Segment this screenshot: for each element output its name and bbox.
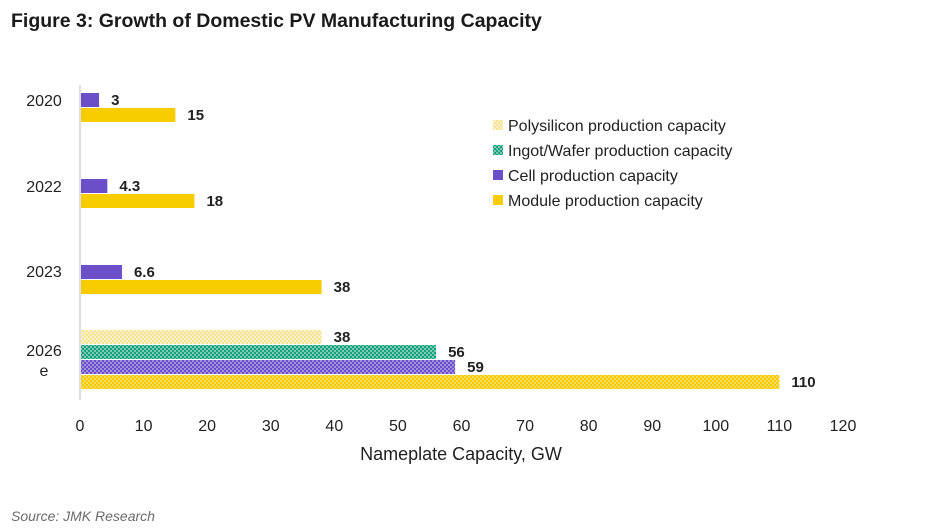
y-category-label: 2022 — [26, 179, 62, 196]
legend: Polysilicon production capacity Ingot/Waf… — [493, 118, 732, 210]
x-tick-label: 110 — [767, 418, 793, 435]
bar-cell-2023 — [81, 265, 122, 279]
x-axis-title: Nameplate Capacity, GW — [360, 444, 562, 464]
legend-label-cell: Cell production capacity — [508, 168, 678, 185]
x-tick-label: 20 — [198, 418, 216, 435]
data-label-cell-2026e: 59 — [467, 359, 484, 376]
chart-title: Figure 3: Growth of Domestic PV Manufact… — [11, 10, 542, 32]
data-label-cell-2022: 4.3 — [119, 178, 140, 195]
bar-module-2020 — [81, 108, 176, 122]
bar-module-2022 — [81, 194, 195, 208]
data-label-module-2026e: 110 — [791, 374, 815, 391]
y-category-label: 2020 — [26, 93, 62, 110]
data-label-ingot-2026e: 56 — [448, 344, 465, 361]
bar-polysilicon-2026e — [81, 330, 322, 344]
bar-cell-2022 — [81, 179, 108, 193]
data-label-module-2022: 18 — [206, 193, 223, 210]
bar-cell-2020 — [81, 93, 100, 107]
bar-ingot-2026e — [81, 345, 437, 359]
x-tick-label: 0 — [76, 418, 85, 435]
x-tick-label: 40 — [325, 418, 343, 435]
data-label-cell-2023: 6.6 — [134, 264, 155, 281]
x-tick-label: 120 — [830, 418, 857, 435]
legend-label-polysilicon: Polysilicon production capacity — [508, 118, 726, 135]
x-tick-label: 50 — [389, 418, 407, 435]
x-axis-ticks: 0 10 20 30 40 50 60 70 80 90 100 110 120 — [76, 418, 857, 435]
x-tick-label: 80 — [580, 418, 598, 435]
x-tick-label: 70 — [516, 418, 534, 435]
y-category-label: 2026 e — [26, 343, 62, 380]
y-axis-categories: 2020 2022 2023 2026 e — [26, 93, 62, 380]
bar-module-2023 — [81, 280, 322, 294]
bar-cell-2026e — [81, 360, 456, 374]
bar-module-2026e — [81, 375, 780, 389]
legend-swatch-cell — [493, 170, 503, 180]
legend-swatch-polysilicon — [493, 120, 503, 130]
source-note: Source: JMK Research — [11, 508, 155, 524]
x-tick-label: 30 — [262, 418, 280, 435]
data-label-cell-2020: 3 — [111, 92, 119, 109]
x-tick-label: 90 — [643, 418, 661, 435]
legend-swatch-module — [493, 195, 503, 205]
x-tick-label: 100 — [702, 418, 729, 435]
legend-label-module: Module production capacity — [508, 193, 703, 210]
x-tick-label: 10 — [135, 418, 153, 435]
legend-label-ingot: Ingot/Wafer production capacity — [508, 143, 732, 160]
x-tick-label: 60 — [453, 418, 471, 435]
data-label-polysilicon-2026e: 38 — [334, 329, 351, 346]
data-label-module-2023: 38 — [334, 279, 351, 296]
y-category-label: 2023 — [26, 264, 62, 281]
data-label-module-2020: 15 — [187, 107, 204, 124]
legend-swatch-ingot — [493, 145, 503, 155]
